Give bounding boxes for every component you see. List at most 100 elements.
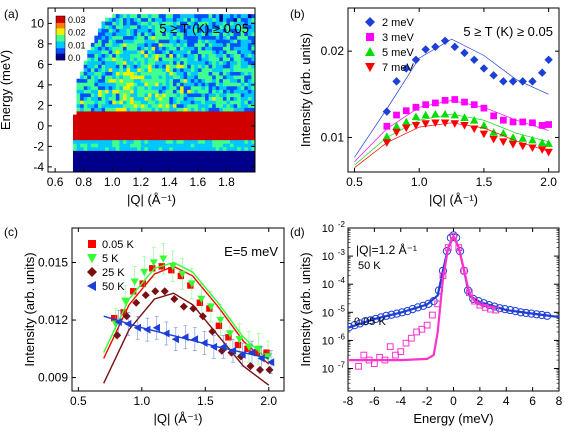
heatmap-cell — [151, 164, 156, 169]
heatmap-cell — [172, 57, 177, 62]
heatmap-cell — [180, 168, 185, 172]
heatmap-cell — [133, 39, 138, 44]
heatmap-cell — [76, 128, 81, 133]
heatmap-cell — [208, 139, 213, 144]
heatmap-cell — [151, 82, 156, 87]
heatmap-cell — [105, 39, 110, 44]
heatmap-cell — [219, 125, 224, 130]
heatmap-cell — [72, 121, 77, 126]
heatmap-cell — [230, 42, 234, 47]
heatmap-cell — [230, 161, 234, 166]
heatmap-cell — [194, 136, 199, 141]
heatmap-cell — [83, 67, 88, 72]
heatmap-cell — [97, 132, 102, 137]
heatmap-cell — [137, 50, 142, 55]
heatmap-cell — [158, 50, 163, 55]
heatmap-cell — [72, 164, 77, 169]
heatmap-cell — [205, 50, 209, 55]
heatmap-cell — [205, 42, 209, 47]
heatmap-cell — [101, 35, 106, 40]
heatmap-cell — [169, 60, 174, 65]
heatmap-cell — [112, 71, 117, 76]
heatmap-cell — [230, 103, 234, 108]
heatmap-cell — [194, 24, 199, 29]
heatmap-cell — [80, 132, 85, 137]
data-point — [190, 335, 199, 344]
heatmap-cell — [155, 89, 160, 94]
heatmap-cell — [158, 154, 163, 159]
legend-marker — [365, 17, 375, 27]
heatmap-cell — [176, 24, 181, 29]
heatmap-cell — [122, 157, 127, 162]
heatmap-cell — [194, 118, 199, 123]
heatmap-cell — [144, 168, 149, 172]
heatmap-cell — [112, 57, 117, 62]
heatmap-cell — [80, 82, 85, 87]
heatmap-cell — [194, 164, 199, 169]
heatmap-cell — [205, 85, 209, 90]
heatmap-cell — [80, 136, 85, 141]
heatmap-cell — [130, 21, 135, 26]
heatmap-cell — [101, 21, 106, 26]
data-point — [114, 317, 122, 326]
heatmap-cell — [244, 78, 249, 83]
heatmap-cell — [119, 71, 124, 76]
heatmap-cell — [169, 75, 174, 80]
heatmap-cell — [244, 125, 249, 130]
heatmap-cell — [240, 157, 245, 162]
heatmap-cell — [247, 107, 252, 112]
series-5-K — [103, 243, 273, 373]
data-point — [470, 101, 478, 109]
heatmap-cell — [151, 139, 156, 144]
heatmap-cell — [72, 114, 77, 119]
heatmap-cell — [133, 96, 138, 101]
heatmap-cell — [172, 89, 177, 94]
heatmap-cell — [94, 139, 99, 144]
heatmap-cell — [115, 136, 120, 141]
heatmap-cell — [140, 21, 145, 26]
legend-marker — [88, 240, 96, 248]
data-point — [402, 339, 410, 347]
heatmap-cell — [194, 103, 199, 108]
heatmap-cell — [247, 146, 252, 151]
heatmap-cell — [230, 21, 234, 26]
heatmap-cell — [155, 71, 160, 76]
panel-a-ytick-label: 10 — [31, 16, 45, 30]
heatmap-cell — [80, 100, 85, 105]
heatmap-cell — [112, 50, 117, 55]
heatmap-cell — [140, 85, 145, 90]
heatmap-cell — [237, 164, 242, 169]
heatmap-cell — [101, 168, 106, 172]
heatmap-cell — [222, 32, 227, 37]
heatmap-cell — [155, 42, 160, 47]
heatmap-cell — [83, 78, 88, 83]
heatmap-cell — [122, 103, 127, 108]
heatmap-cell — [90, 121, 95, 126]
heatmap-cell — [244, 157, 249, 162]
heatmap-cell — [112, 118, 117, 123]
heatmap-cell — [240, 114, 245, 119]
heatmap-cell — [122, 139, 127, 144]
heatmap-cell — [233, 100, 238, 105]
heatmap-cell — [133, 128, 138, 133]
heatmap-cell — [183, 24, 188, 29]
heatmap-cell — [137, 139, 142, 144]
heatmap-cell — [162, 132, 167, 137]
data-point — [160, 287, 169, 296]
heatmap-cell — [187, 93, 192, 98]
heatmap-cell — [197, 168, 202, 172]
heatmap-cell — [140, 71, 145, 76]
heatmap-cell — [144, 24, 149, 29]
heatmap-cell — [94, 39, 99, 44]
heatmap-cell — [251, 60, 255, 65]
heatmap-cell — [222, 71, 227, 76]
heatmap-cell — [158, 24, 163, 29]
heatmap-cell — [194, 46, 199, 51]
heatmap-cell — [126, 96, 131, 101]
heatmap-cell — [190, 132, 195, 137]
heatmap-cell — [80, 78, 85, 83]
heatmap-cell — [244, 57, 249, 62]
heatmap-cell — [165, 28, 170, 33]
heatmap-cell — [162, 14, 167, 19]
heatmap-cell — [230, 121, 234, 126]
